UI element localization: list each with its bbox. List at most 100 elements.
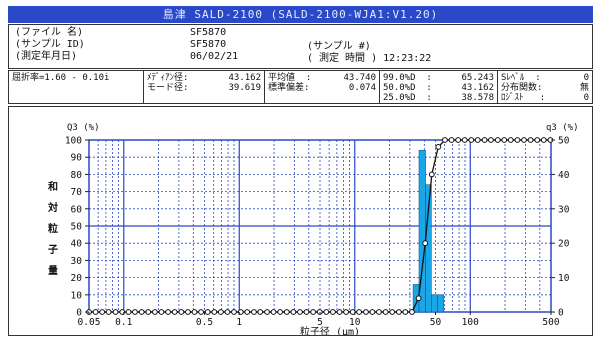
refractive-index-cell: 屈折率=1.60 - 0.10i (9, 71, 144, 103)
cumulative-point (474, 137, 481, 143)
cumulative-point (389, 309, 396, 315)
y-left-tick-label: 80 (71, 170, 83, 181)
cumulative-point (158, 309, 165, 315)
particle-size-chart: 0 10 20 30 40 50 60 70 80 90 100 0 10 20 30 40 50 0.05 0.1… (47, 123, 579, 338)
sample-info-row: (サンプル ID) SF5870 (15, 39, 586, 51)
particle-size-chart-panel: 0 10 20 30 40 50 60 70 80 90 100 0 10 20 30 40 50 0.05 0.1… (8, 106, 593, 338)
stat-row: Sﾚﾍﾞﾙ : 0 (501, 73, 589, 83)
cumulative-point (415, 295, 422, 302)
cumulative-point (455, 137, 462, 143)
statistics-panel: 屈折率=1.60 - 0.10i ﾒﾃﾞｨｱﾝ径: 43.162 モード径: 39.… (8, 70, 593, 104)
cumulative-point (125, 309, 132, 315)
y-vertical-label-char: 粒 (48, 222, 58, 235)
measure-time-label: ( 測定 時間 ) (307, 53, 378, 64)
d99-label: 99.0%D : (383, 73, 432, 83)
y-vertical-label-char: 子 (48, 244, 58, 256)
y-right-tick-label: 0 (558, 308, 564, 319)
cumulative-point (283, 309, 290, 315)
cumulative-point (151, 309, 158, 315)
measure-date-value: 06/02/21 (190, 51, 239, 62)
y-left-tick-label: 10 (71, 290, 83, 301)
x-tick-label: 1 (236, 317, 242, 328)
cumulative-point (441, 137, 448, 143)
cumulative-point (521, 137, 527, 143)
mode-value: 39.619 (228, 83, 261, 93)
cumulative-point (198, 309, 204, 315)
median-label: ﾒﾃﾞｨｱﾝ径: (147, 73, 189, 83)
cumulative-point (422, 240, 429, 247)
stat-row: 分布関数: 無 (501, 83, 589, 93)
cumulative-point (92, 309, 99, 315)
y-right-tick-label: 40 (558, 170, 570, 181)
logistic-value: 0 (583, 93, 589, 103)
sample-info-row: (測定年月日) 06/02/21 (15, 51, 586, 63)
s-level-value: 0 (583, 73, 589, 83)
y-left-tick-label: 100 (65, 136, 82, 147)
histogram-bar (425, 184, 432, 313)
cumulative-point (178, 309, 185, 315)
histogram-bar (437, 294, 445, 313)
cumulative-point (395, 309, 402, 315)
cumulative-point (369, 309, 376, 315)
cumulative-point (402, 309, 409, 315)
cumulative-point (204, 309, 211, 315)
cumulative-point (481, 137, 488, 143)
cumulative-point (409, 309, 415, 315)
cumulative-point (257, 309, 264, 315)
cumulative-point (297, 309, 303, 315)
cumulative-point (231, 309, 237, 315)
stat-row: 標準偏差: 0.074 (268, 83, 376, 93)
cumulative-point (514, 137, 521, 143)
stats-b-cell: 平均値 : 43.740 標準偏差: 0.074 (265, 71, 380, 103)
cumulative-point (105, 309, 112, 315)
cumulative-point (330, 309, 336, 315)
cumulative-point (277, 309, 284, 315)
cumulative-point (435, 143, 442, 150)
sample-info-panel: (ファイル 名) SF5870 (サンプル ID) SF5870 (測定年月日)… (8, 24, 593, 69)
stat-row: 99.0%D : 65.243 (383, 73, 494, 83)
d25-value: 38.578 (461, 93, 494, 103)
logistic-label: ﾛｼﾞｽﾄ : (501, 93, 546, 103)
cumulative-point (112, 309, 119, 315)
x-axis-title: 粒子径 (μm) (300, 325, 360, 335)
cumulative-point (336, 309, 343, 315)
y-vertical-label-char: 対 (47, 201, 58, 214)
cumulative-point (501, 137, 508, 143)
cumulative-point (132, 309, 138, 315)
sample-id-label: (サンプル ID) (15, 39, 85, 50)
stddev-label: 標準偏差: (268, 83, 310, 93)
stats-d-cell: Sﾚﾍﾞﾙ : 0 分布関数: 無 ﾛｼﾞｽﾄ : 0 (498, 71, 592, 103)
d50-value: 43.162 (461, 83, 494, 93)
cumulative-point (145, 309, 152, 315)
y-right-axis-title: q3 (%) (546, 123, 579, 133)
cumulative-point (191, 309, 198, 315)
cumulative-point (165, 309, 171, 315)
median-value: 43.162 (228, 73, 261, 83)
y-right-tick-label: 20 (558, 239, 570, 250)
file-name-value: SF5870 (190, 27, 227, 38)
x-tick-label: 0.5 (196, 317, 213, 328)
distribution-function-value: 無 (579, 83, 589, 93)
measure-time-value: 12:23:22 (383, 53, 432, 64)
y-left-tick-label: 30 (71, 256, 83, 267)
y-left-tick-label: 20 (71, 273, 83, 284)
sample-info-row: (ファイル 名) SF5870 (15, 27, 586, 39)
cumulative-point (217, 309, 224, 315)
measure-time-row: ( 測定 時間 ) 12:23:22 (307, 53, 431, 65)
x-tick-label: 0.1 (115, 317, 132, 328)
y-left-tick-label: 0 (76, 308, 82, 319)
y-left-tick-label: 40 (71, 239, 83, 250)
cumulative-point (270, 309, 277, 315)
cumulative-point (527, 137, 534, 143)
mode-label: モード径: (147, 83, 189, 93)
window-title-bar: 島津 SALD-2100 (SALD-2100-WJA1:V1.20) (8, 6, 593, 23)
stat-row: 50.0%D : 43.162 (383, 83, 494, 93)
cumulative-point (494, 137, 501, 143)
histogram-bar (431, 294, 438, 313)
x-tick-label: 10 (349, 317, 361, 328)
stats-c-cell: 99.0%D : 65.243 50.0%D : 43.162 25.0%D : 38… (380, 71, 498, 103)
cumulative-point (224, 309, 231, 315)
sample-id-value: SF5870 (190, 39, 227, 50)
d50-label: 50.0%D : (383, 83, 432, 93)
distribution-function-label: 分布関数: (501, 83, 543, 93)
